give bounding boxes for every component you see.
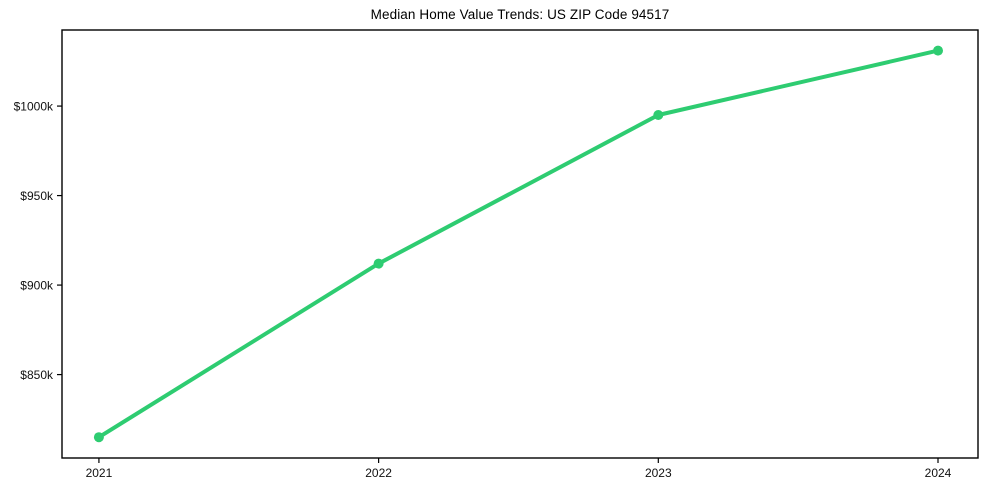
data-point-marker xyxy=(93,432,104,443)
x-tick-label: 2023 xyxy=(645,466,672,480)
y-tick-label: $850k xyxy=(20,368,54,382)
y-tick-label: $950k xyxy=(20,189,54,203)
x-tick-label: 2021 xyxy=(86,466,113,480)
data-point-marker xyxy=(653,110,664,120)
trend-line xyxy=(96,48,940,440)
data-point-marker xyxy=(373,258,384,269)
chart-title: Median Home Value Trends: US ZIP Code 94… xyxy=(370,7,670,22)
x-tick-label: 2024 xyxy=(925,466,952,480)
y-tick-label: $1000k xyxy=(14,100,54,114)
data-point-marker xyxy=(933,45,943,56)
x-tick-label: 2022 xyxy=(365,466,392,480)
plot-spine xyxy=(61,29,979,459)
y-tick-label: $900k xyxy=(20,279,54,293)
